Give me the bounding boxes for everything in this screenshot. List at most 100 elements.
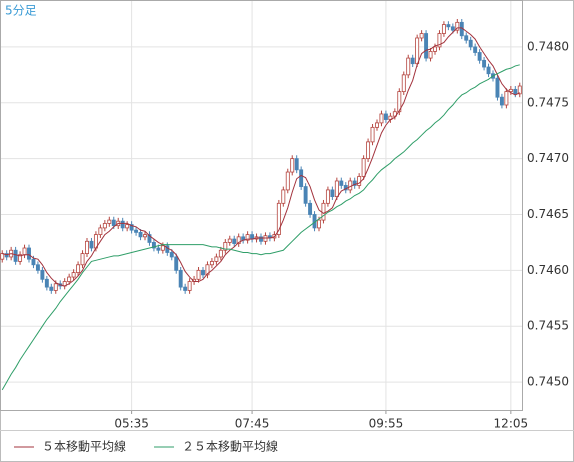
candle-body [321, 202, 326, 221]
y-tick-label: 0.7465 [527, 207, 569, 221]
candle-body [125, 224, 130, 229]
candle-body [499, 96, 504, 106]
candle-body [276, 202, 281, 236]
candle-body [4, 253, 9, 258]
candle-body [357, 176, 362, 186]
candle-body [53, 283, 58, 291]
candle-body [294, 158, 299, 171]
candle-body [232, 238, 237, 244]
y-tick-label: 0.7455 [527, 319, 569, 333]
candle-body [263, 235, 268, 242]
candle-body [111, 219, 116, 227]
candle-body [138, 231, 143, 238]
candle-body [410, 57, 415, 65]
candle-body [205, 264, 210, 276]
candle-body [147, 234, 152, 243]
candle-body [178, 269, 183, 288]
candle-body [102, 223, 107, 229]
candle-body [27, 247, 31, 260]
candle-body [89, 240, 94, 249]
candle-body [160, 245, 165, 251]
candle-body [98, 227, 103, 236]
y-tick-label: 0.7480 [527, 39, 569, 53]
candle-body [218, 249, 223, 258]
candle-body [392, 111, 397, 117]
candle-body [80, 253, 85, 266]
candle-body [245, 234, 250, 241]
moving-average-line [1, 64, 520, 391]
y-tick-label: 0.7460 [527, 263, 569, 277]
candle-body [446, 24, 451, 28]
candle-body [325, 189, 330, 204]
candle-body [477, 52, 482, 61]
candle-body [415, 37, 420, 65]
candle-body [486, 66, 491, 75]
candle-body [334, 180, 339, 198]
candle-body [504, 91, 509, 106]
candle-body [151, 242, 156, 249]
candle-body [379, 113, 384, 124]
candle-body [44, 278, 49, 288]
candle-body [120, 220, 125, 229]
candle-body [419, 33, 424, 39]
candle-body [134, 229, 139, 233]
candle-body [71, 272, 76, 278]
candle-body [285, 171, 290, 191]
candle-body [209, 261, 214, 266]
candle-body [223, 242, 228, 251]
x-tick-label: 07:45 [235, 417, 270, 431]
candle-body [143, 234, 147, 238]
legend-label: ２５本移動平均線 [182, 439, 278, 454]
candle-body [424, 33, 429, 59]
candle-body [366, 141, 371, 160]
candle-body [339, 180, 344, 186]
candle-body [214, 256, 219, 262]
candle-body [183, 286, 188, 291]
candle-body [49, 286, 54, 291]
x-tick-label: 05:35 [114, 417, 149, 431]
candle-body [348, 180, 353, 191]
x-tick-label: 09:55 [369, 417, 404, 431]
candle-body [428, 50, 433, 59]
y-tick-label: 0.7475 [527, 95, 569, 109]
candle-body [174, 256, 179, 271]
candle-body [508, 88, 513, 93]
candle-body [227, 238, 232, 243]
candle-body [437, 33, 442, 48]
y-tick-label: 0.7450 [527, 375, 569, 389]
candle-body [495, 77, 500, 98]
candle-body [370, 126, 375, 143]
candle-body [401, 74, 406, 93]
candle-body [196, 269, 201, 280]
candle-body [299, 169, 304, 187]
candle-body [441, 24, 446, 34]
legend-label: ５本移動平均線 [42, 439, 126, 454]
y-tick-label: 0.7470 [527, 151, 569, 165]
candle-body [468, 39, 473, 48]
candle-body [40, 269, 45, 280]
plot-border [0, 0, 523, 411]
candle-body [513, 88, 518, 95]
candle-body [290, 158, 295, 173]
candle-body [107, 219, 112, 224]
candle-body [187, 281, 192, 291]
candle-body [361, 158, 366, 177]
candle-body [76, 264, 81, 273]
candle-body [0, 253, 5, 260]
candle-body [397, 91, 402, 113]
candle-body [85, 240, 89, 254]
candle-body [308, 202, 313, 215]
candle-body [406, 57, 411, 76]
candle-body [330, 189, 335, 198]
candle-body [473, 46, 478, 53]
candle-body [517, 85, 522, 95]
moving-average-line [2, 27, 520, 287]
candle-body [31, 258, 36, 266]
candle-body [281, 189, 286, 204]
candle-body [375, 122, 379, 128]
candle-body [383, 113, 388, 120]
candle-body [129, 224, 134, 231]
candle-body [433, 46, 437, 52]
candle-body [455, 21, 460, 31]
